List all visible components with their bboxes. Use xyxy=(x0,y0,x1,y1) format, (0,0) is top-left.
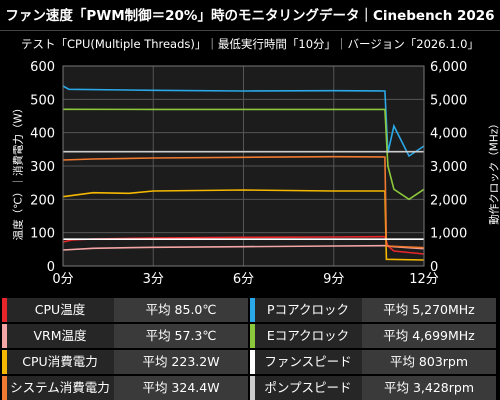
legend-label: VRM温度 xyxy=(33,328,87,343)
x-tick: 0分 xyxy=(52,272,73,287)
legend: CPU温度 平均 85.0℃ VRM温度 平均 57.3℃ CPU消費電力 平均 223.… xyxy=(0,294,500,400)
legend-item: CPU温度 平均 85.0℃ xyxy=(2,298,248,322)
legend-swatch xyxy=(2,324,7,348)
legend-value: 平均 223.2W xyxy=(114,350,248,374)
legend-item: ポンプスピード 平均 3,428rpm xyxy=(250,376,496,400)
chart-subtitle: テスト「CPU(Multiple Threads)」｜最低実行時間「10分」｜バ… xyxy=(20,37,479,51)
legend-item: CPU消費電力 平均 223.2W xyxy=(2,350,248,374)
legend-label: システム消費電力 xyxy=(10,380,110,395)
chart-svg: 0 100 200 300 400 500 600 0 1,000 2,000 3,000 4,000… xyxy=(30,60,467,287)
legend-label: CPU消費電力 xyxy=(22,354,98,369)
legend-item: Eコアクロック 平均 4,699MHz xyxy=(250,324,496,348)
title-divider xyxy=(0,30,500,31)
y-tick-right: 3,000 xyxy=(430,160,467,175)
y-tick-right: 4,000 xyxy=(430,127,467,142)
legend-value: 平均 57.3℃ xyxy=(114,324,248,348)
legend-value: 平均 324.4W xyxy=(114,376,248,400)
series-line xyxy=(62,155,425,249)
series-line xyxy=(62,85,425,158)
y-axis-right-title: 動作クロック（MHz） xyxy=(488,118,500,225)
legend-label: ポンプスピード xyxy=(264,380,352,395)
legend-value: 平均 85.0℃ xyxy=(114,298,248,322)
y-tick-left: 100 xyxy=(30,227,55,242)
y-tick-right: 0 xyxy=(430,260,438,275)
y-tick-left: 300 xyxy=(30,160,55,175)
y-tick-right: 6,000 xyxy=(430,60,467,75)
y-tick-left: 0 xyxy=(47,260,55,275)
legend-swatch xyxy=(250,376,255,400)
legend-value: 平均 5,270MHz xyxy=(362,298,496,322)
y-tick-right: 2,000 xyxy=(430,193,467,208)
x-tick: 3分 xyxy=(143,272,164,287)
series-line xyxy=(62,108,425,201)
legend-swatch xyxy=(2,376,7,400)
legend-item: ファンスピード 平均 803rpm xyxy=(250,350,496,374)
legend-label: Pコアクロック xyxy=(267,302,349,317)
y-tick-left: 600 xyxy=(30,60,55,75)
y-axis-left-title: 温度（℃）｜消費電力（W） xyxy=(12,102,25,241)
legend-swatch xyxy=(250,350,255,374)
y-tick-left: 500 xyxy=(30,93,55,108)
legend-swatch xyxy=(250,298,255,322)
legend-swatch xyxy=(2,350,7,374)
legend-item: Pコアクロック 平均 5,270MHz xyxy=(250,298,496,322)
y-tick-left: 400 xyxy=(30,127,55,142)
legend-value: 平均 803rpm xyxy=(362,350,496,374)
legend-item: VRM温度 平均 57.3℃ xyxy=(2,324,248,348)
y-tick-right: 1,000 xyxy=(430,227,467,242)
plot-border xyxy=(62,65,425,267)
legend-label: ファンスピード xyxy=(264,354,352,369)
legend-swatch xyxy=(2,298,7,322)
x-tick: 9分 xyxy=(323,272,344,287)
legend-label: Eコアクロック xyxy=(266,328,350,343)
y-tick-left: 200 xyxy=(30,193,55,208)
legend-value: 平均 3,428rpm xyxy=(362,376,496,400)
y-tick-right: 5,000 xyxy=(430,93,467,108)
legend-label: CPU温度 xyxy=(34,302,86,317)
legend-value: 平均 4,699MHz xyxy=(362,324,496,348)
x-tick: 12分 xyxy=(409,272,439,287)
legend-swatch xyxy=(250,324,255,348)
chart-title: ファン速度「PWM制御＝20%」時のモニタリングデータ｜Cinebench 20… xyxy=(5,8,495,24)
x-tick: 6分 xyxy=(233,272,254,287)
legend-item: システム消費電力 平均 324.4W xyxy=(2,376,248,400)
